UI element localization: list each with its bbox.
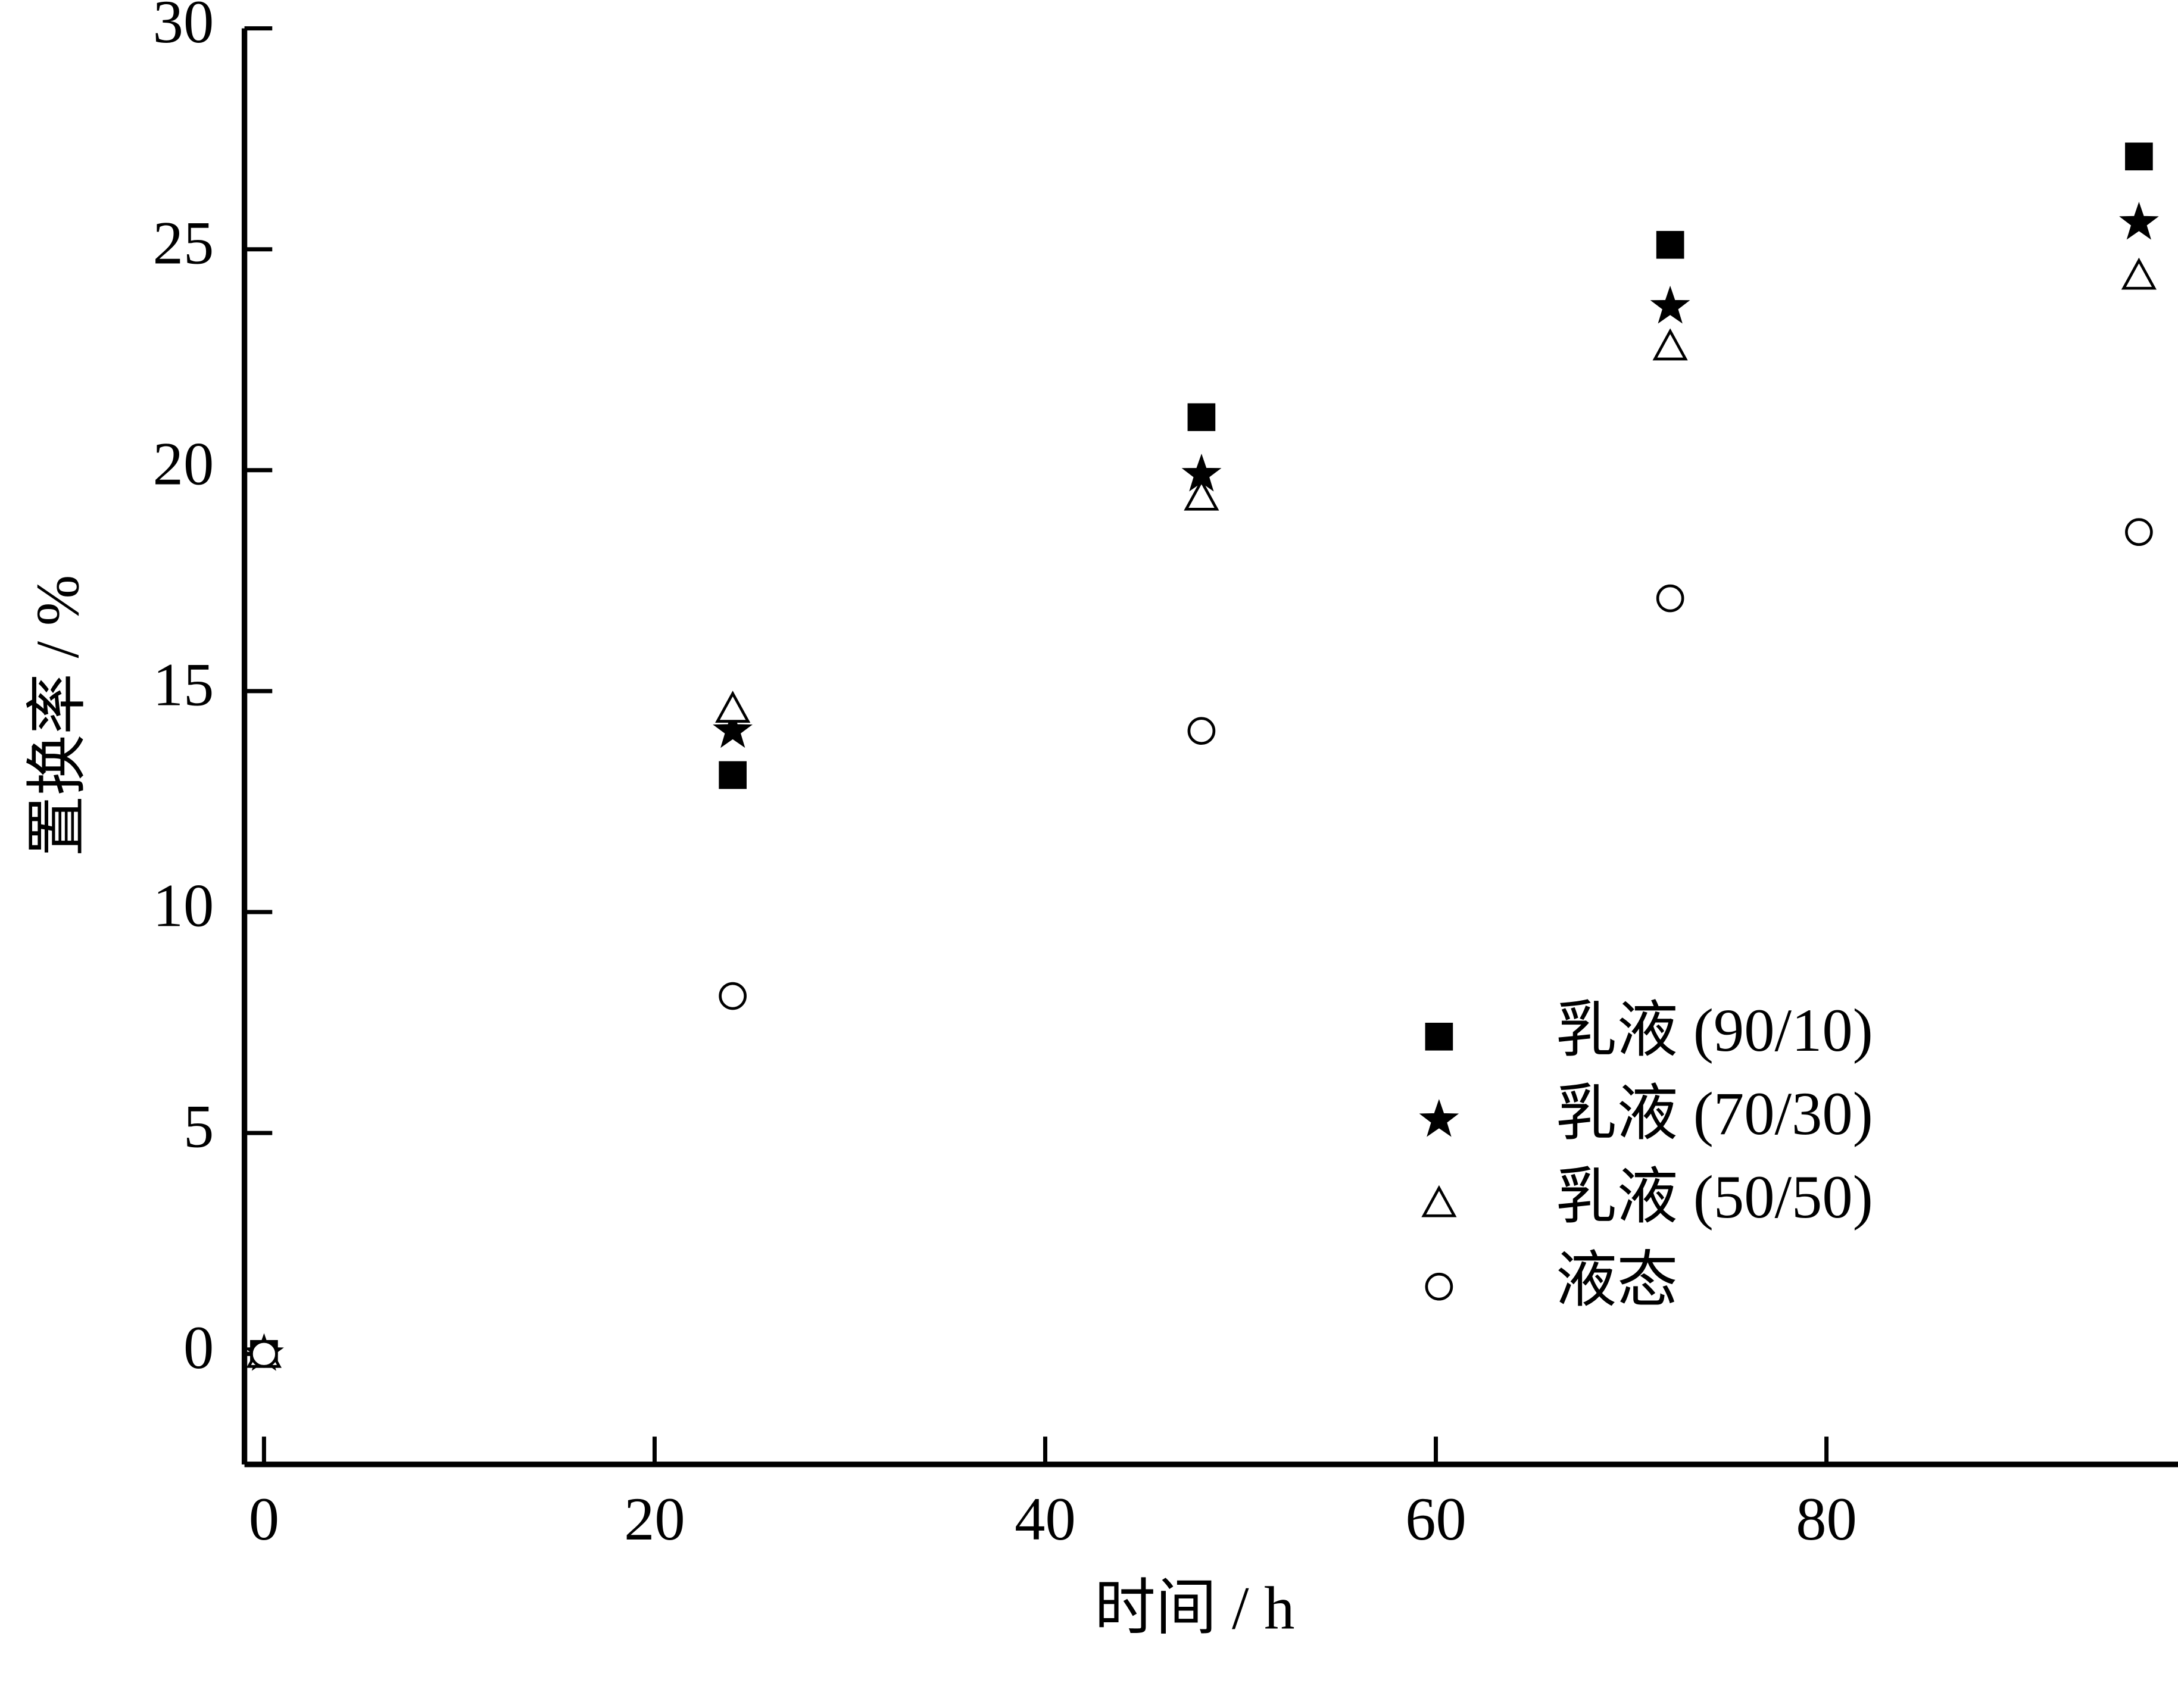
x-tick-label: 20	[624, 1486, 685, 1553]
legend-label: 乳液 (70/30)	[1556, 1081, 1873, 1148]
data-point	[719, 761, 747, 789]
y-tick-label: 30	[153, 0, 214, 56]
x-tick-label: 60	[1405, 1486, 1466, 1553]
x-axis-label: 时间 / h	[1094, 1575, 1294, 1642]
y-tick-label: 20	[153, 430, 214, 498]
y-tick-label: 15	[153, 651, 214, 719]
data-point	[1652, 328, 1688, 361]
data-point	[1184, 478, 1219, 511]
data-point	[719, 982, 747, 1010]
data-point	[1650, 285, 1690, 324]
data-point	[715, 691, 751, 723]
data-point	[2121, 257, 2157, 290]
legend-marker	[1421, 1185, 1457, 1217]
x-tick-label: 80	[1796, 1486, 1857, 1553]
data-point	[2119, 202, 2159, 240]
data-point	[250, 1339, 278, 1368]
data-point	[713, 710, 753, 748]
legend-label: 乳液 (50/50)	[1556, 1164, 1873, 1231]
legend-label: 乳液 (90/10)	[1556, 997, 1873, 1064]
y-tick-label: 0	[183, 1314, 214, 1382]
data-point	[2125, 518, 2153, 547]
data-point	[1656, 230, 1684, 259]
y-tick-label: 5	[183, 1094, 214, 1161]
x-tick-label: 0	[249, 1486, 279, 1553]
legend-marker	[1419, 1099, 1459, 1137]
data-point	[1656, 584, 1684, 613]
y-axis-label: 置换率 / %	[24, 575, 92, 857]
data-point	[2125, 142, 2153, 171]
legend-marker	[1425, 1022, 1453, 1051]
y-tick-label: 25	[153, 210, 214, 277]
legend-label: 液态	[1556, 1247, 1678, 1314]
x-tick-label: 40	[1015, 1486, 1076, 1553]
data-point	[1187, 403, 1216, 432]
data-point	[1187, 717, 1216, 745]
y-tick-label: 10	[153, 873, 214, 940]
legend-marker	[1425, 1272, 1453, 1301]
